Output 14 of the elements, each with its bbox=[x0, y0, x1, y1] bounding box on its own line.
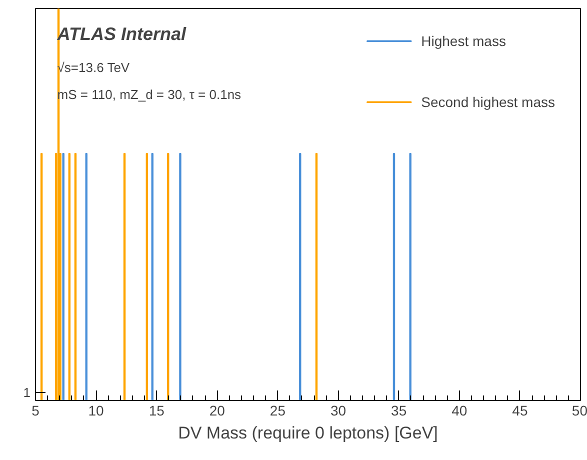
x-tick-label: 15 bbox=[148, 402, 165, 418]
legend-label: Second highest mass bbox=[421, 94, 555, 110]
x-tick-label: 45 bbox=[512, 402, 528, 418]
x-tick-label: 50 bbox=[572, 402, 587, 418]
legend-label: Highest mass bbox=[421, 33, 506, 49]
x-tick-label: 25 bbox=[270, 402, 286, 418]
text: 1 bbox=[23, 385, 31, 400]
x-tick-label: 40 bbox=[452, 402, 468, 418]
x-tick-label: 20 bbox=[209, 402, 226, 418]
x-tick-label: 10 bbox=[88, 402, 104, 418]
x-tick-label: 35 bbox=[391, 402, 407, 418]
x-tick-label: 5 bbox=[32, 402, 40, 418]
x-axis-title: DV Mass (require 0 leptons) [GeV] bbox=[178, 424, 438, 442]
x-tick-label: 30 bbox=[330, 402, 346, 418]
